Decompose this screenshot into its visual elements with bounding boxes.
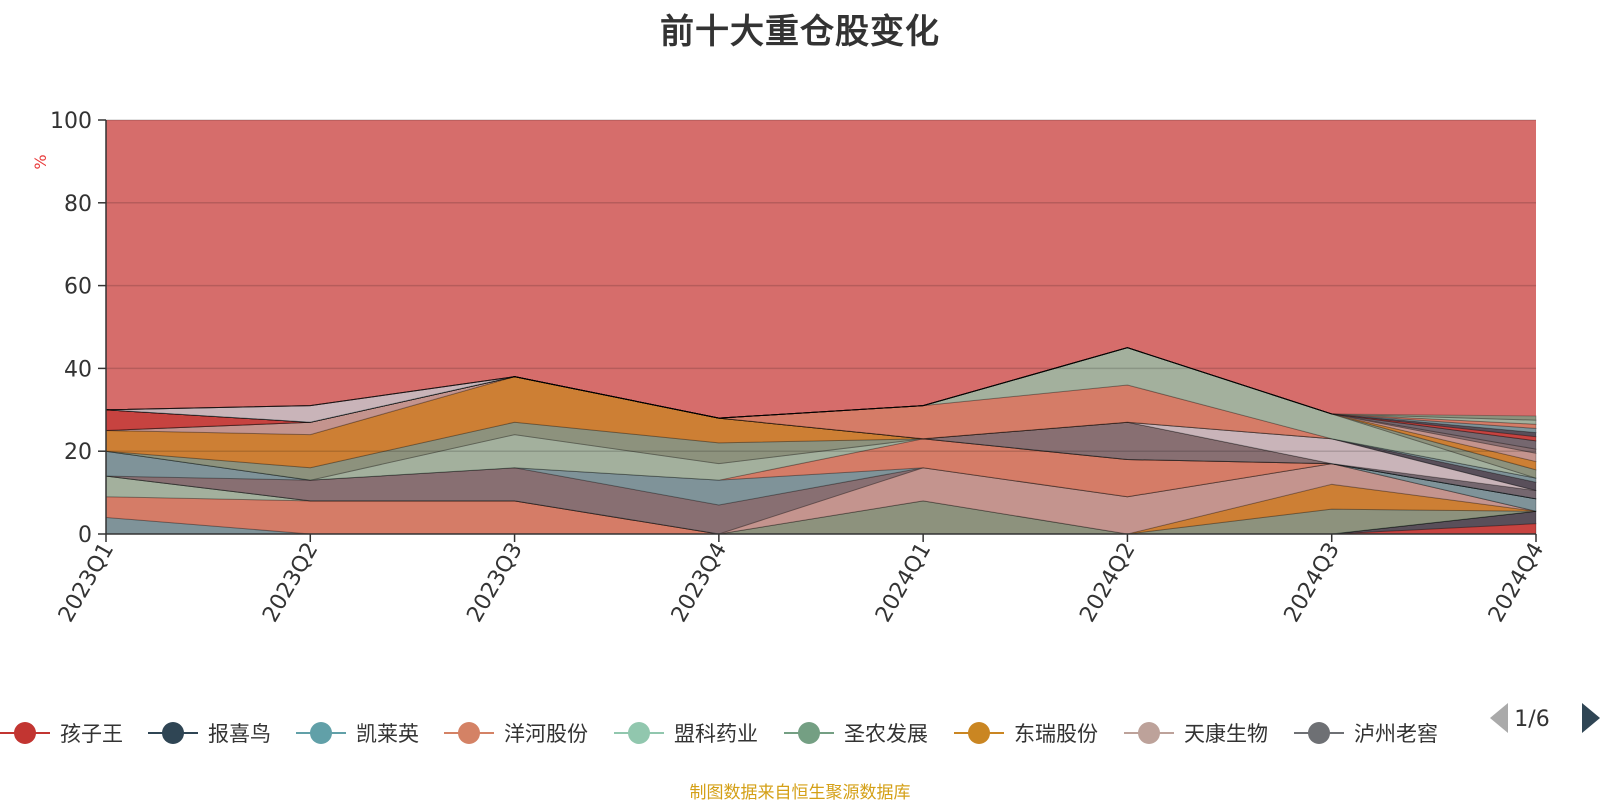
y-axis-label: % — [31, 154, 50, 169]
legend-prev-arrow-icon[interactable] — [1490, 703, 1508, 733]
legend-next-arrow-icon[interactable] — [1582, 703, 1600, 733]
legend-item[interactable]: 孩子王 — [0, 722, 123, 746]
area-band-33 — [105, 347, 1537, 429]
legend-label: 洋河股份 — [504, 722, 588, 746]
source-note: 制图数据来自恒生聚源数据库 — [689, 783, 911, 803]
legend-marker-circle — [458, 722, 480, 744]
x-tick-label: 2024Q1 — [871, 539, 936, 627]
y-tick-label: 20 — [64, 440, 92, 465]
y-tick-label: 80 — [64, 192, 92, 217]
legend-label: 孩子王 — [60, 722, 123, 746]
legend-label: 天康生物 — [1184, 722, 1268, 746]
area-band-31 — [105, 347, 1537, 438]
y-tick-label: 0 — [78, 523, 92, 548]
legend-label: 泸州老窖 — [1354, 722, 1438, 746]
area-band-17 — [105, 376, 1537, 500]
area-band-25 — [105, 347, 1537, 471]
legend-label: 凯莱英 — [356, 722, 419, 746]
area-band-34 — [105, 347, 1537, 425]
legend-marker-circle — [14, 722, 36, 744]
legend-label: 东瑞股份 — [1014, 722, 1098, 746]
x-tick-label: 2024Q4 — [1484, 539, 1549, 627]
area-band-32 — [105, 347, 1537, 434]
grid-layer — [106, 119, 1536, 452]
area-band-26 — [105, 347, 1537, 463]
legend-marker-circle — [798, 722, 820, 744]
legend-label: 报喜鸟 — [208, 722, 271, 746]
area-band-24 — [105, 347, 1537, 479]
legend: 孩子王 报喜鸟 凯莱英 洋河股份 盟科药业 圣农发展 东瑞股份 天康生物 泸州老窖 — [0, 722, 1438, 746]
legend-marker-circle — [1308, 722, 1330, 744]
area-band-21 — [105, 376, 1537, 483]
area-band-28 — [105, 347, 1537, 450]
legend-item[interactable]: 天康生物 — [1124, 722, 1268, 746]
y-tick-label: 40 — [64, 357, 92, 382]
legend-marker-circle — [310, 722, 332, 744]
legend-marker-circle — [1138, 722, 1160, 744]
x-tick-label: 2023Q4 — [667, 539, 732, 627]
x-tick-label: 2024Q2 — [1075, 539, 1140, 627]
legend-item[interactable]: 报喜鸟 — [148, 722, 271, 746]
legend-label: 盟科药业 — [674, 722, 758, 746]
area-band-20 — [105, 376, 1537, 492]
legend-label: 圣农发展 — [844, 722, 928, 746]
legend-item[interactable]: 泸州老窖 — [1294, 722, 1438, 746]
legend-item[interactable]: 圣农发展 — [784, 722, 928, 746]
legend-marker-circle — [162, 722, 184, 744]
chart-title: 前十大重仓股变化 — [660, 12, 940, 52]
y-tick-label: 60 — [64, 275, 92, 300]
legend-page-indicator: 1/6 — [1514, 707, 1549, 732]
y-tick-label: 100 — [50, 109, 92, 134]
area-band-27 — [105, 347, 1537, 454]
legend-item[interactable]: 盟科药业 — [614, 722, 758, 746]
x-tick-label: 2024Q3 — [1280, 539, 1345, 627]
areas-layer — [105, 120, 1537, 535]
area-band-35 — [105, 347, 1537, 421]
legend-marker-circle — [968, 722, 990, 744]
x-tick-label: 2023Q1 — [54, 539, 119, 627]
legend-marker-circle — [628, 722, 650, 744]
x-tick-label: 2023Q3 — [462, 539, 527, 627]
area-band-30 — [105, 347, 1537, 442]
legend-item[interactable]: 洋河股份 — [444, 722, 588, 746]
legend-item[interactable]: 凯莱英 — [296, 722, 419, 746]
legend-item[interactable]: 东瑞股份 — [954, 722, 1098, 746]
x-tick-label: 2023Q2 — [258, 539, 323, 627]
legend-pager: 1/6 — [1490, 703, 1600, 733]
